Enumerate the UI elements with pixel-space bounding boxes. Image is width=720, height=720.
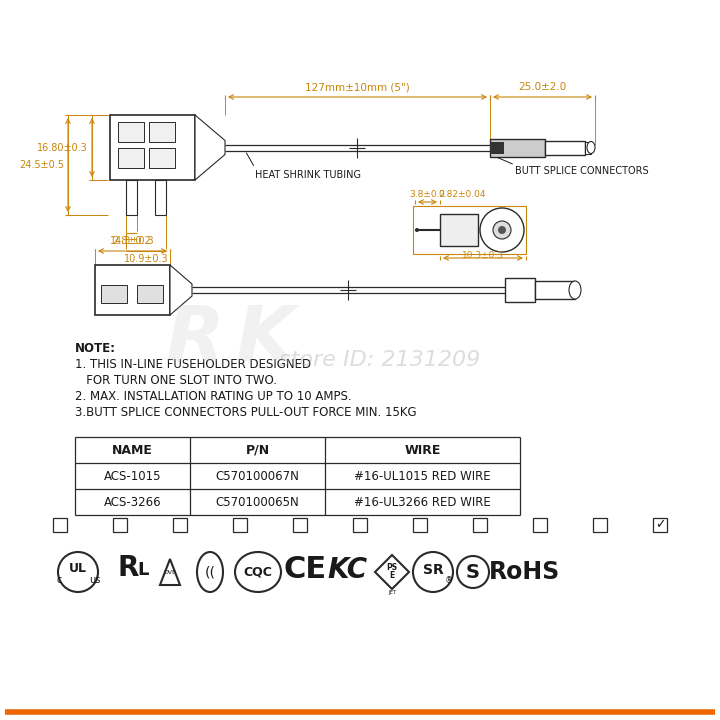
Bar bbox=[118, 122, 144, 142]
Bar bbox=[173, 518, 187, 532]
Text: 3.BUTT SPLICE CONNECTORS PULL-OUT FORCE MIN. 15KG: 3.BUTT SPLICE CONNECTORS PULL-OUT FORCE … bbox=[75, 406, 417, 419]
Text: NAME: NAME bbox=[112, 444, 153, 456]
Bar bbox=[545, 140, 585, 155]
Text: 10.9±0.3: 10.9±0.3 bbox=[124, 254, 168, 264]
Text: C570100065N: C570100065N bbox=[215, 495, 300, 508]
Text: FOR TURN ONE SLOT INTO TWO.: FOR TURN ONE SLOT INTO TWO. bbox=[75, 374, 277, 387]
Text: #16-UL3266 RED WIRE: #16-UL3266 RED WIRE bbox=[354, 495, 491, 508]
Bar bbox=[149, 122, 175, 142]
Bar bbox=[137, 285, 163, 303]
Bar bbox=[118, 148, 144, 168]
Bar bbox=[101, 285, 127, 303]
Text: #16-UL1015 RED WIRE: #16-UL1015 RED WIRE bbox=[354, 469, 491, 482]
Text: 24.5±0.5: 24.5±0.5 bbox=[19, 160, 64, 170]
Text: us: us bbox=[89, 575, 101, 585]
Text: C570100067N: C570100067N bbox=[215, 469, 300, 482]
Bar bbox=[413, 206, 526, 254]
Bar bbox=[490, 142, 504, 153]
Bar bbox=[653, 518, 667, 532]
Text: SR: SR bbox=[423, 563, 444, 577]
Text: CE: CE bbox=[284, 556, 327, 585]
Text: store ID: 2131209: store ID: 2131209 bbox=[279, 350, 481, 370]
Text: KC: KC bbox=[327, 556, 367, 584]
Text: K: K bbox=[235, 303, 294, 377]
Text: ACS-1015: ACS-1015 bbox=[104, 469, 161, 482]
Text: 2.8±0.2: 2.8±0.2 bbox=[112, 236, 151, 246]
Bar bbox=[155, 180, 166, 215]
Circle shape bbox=[413, 552, 453, 592]
Bar bbox=[113, 518, 127, 532]
Ellipse shape bbox=[569, 281, 581, 299]
Text: BUTT SPLICE CONNECTORS: BUTT SPLICE CONNECTORS bbox=[515, 166, 649, 176]
Bar bbox=[95, 265, 170, 315]
Text: JET: JET bbox=[388, 590, 396, 595]
Text: 16.80±0.3: 16.80±0.3 bbox=[37, 143, 88, 153]
Text: 2. MAX. INSTALLATION RATING UP TO 10 AMPS.: 2. MAX. INSTALLATION RATING UP TO 10 AMP… bbox=[75, 390, 351, 403]
Text: 10.3±0.3: 10.3±0.3 bbox=[462, 251, 504, 260]
Text: 1. THIS IN-LINE FUSEHOLDER DESIGNED: 1. THIS IN-LINE FUSEHOLDER DESIGNED bbox=[75, 358, 311, 371]
Polygon shape bbox=[160, 559, 180, 585]
Text: ®: ® bbox=[445, 577, 453, 585]
Circle shape bbox=[457, 556, 489, 588]
Circle shape bbox=[493, 221, 511, 239]
Text: P/N: P/N bbox=[246, 444, 269, 456]
Text: 25.0±2.0: 25.0±2.0 bbox=[518, 82, 567, 92]
Ellipse shape bbox=[587, 142, 595, 153]
Bar bbox=[53, 518, 67, 532]
Text: E: E bbox=[390, 572, 395, 580]
Bar bbox=[353, 518, 367, 532]
Bar bbox=[505, 278, 535, 302]
Text: ((: (( bbox=[204, 565, 215, 579]
Bar bbox=[440, 214, 478, 246]
Text: NOTE:: NOTE: bbox=[75, 342, 116, 355]
Text: ✓: ✓ bbox=[654, 518, 665, 531]
Polygon shape bbox=[170, 265, 192, 315]
Bar bbox=[533, 518, 547, 532]
Text: 3.8±0.2: 3.8±0.2 bbox=[410, 190, 446, 199]
Text: R: R bbox=[117, 554, 139, 582]
Circle shape bbox=[415, 228, 419, 232]
Ellipse shape bbox=[235, 552, 281, 592]
Text: R: R bbox=[166, 303, 225, 377]
Bar bbox=[413, 518, 427, 532]
Text: L: L bbox=[138, 561, 149, 579]
Ellipse shape bbox=[197, 552, 223, 592]
Bar bbox=[110, 115, 195, 180]
Bar bbox=[593, 518, 607, 532]
Text: 0.82±0.04: 0.82±0.04 bbox=[438, 190, 485, 199]
Text: 14.3±0.3: 14.3±0.3 bbox=[110, 236, 155, 246]
Bar bbox=[535, 281, 575, 299]
Bar bbox=[473, 518, 487, 532]
Text: PS: PS bbox=[387, 564, 397, 572]
Bar bbox=[293, 518, 307, 532]
Text: WIRE: WIRE bbox=[405, 444, 441, 456]
Bar bbox=[585, 142, 591, 153]
Bar bbox=[126, 180, 137, 215]
Circle shape bbox=[498, 226, 506, 234]
Text: c: c bbox=[56, 575, 62, 585]
Bar bbox=[149, 148, 175, 168]
Text: CQC: CQC bbox=[243, 565, 272, 578]
Text: HEAT SHRINK TUBING: HEAT SHRINK TUBING bbox=[255, 170, 361, 180]
Bar bbox=[490, 138, 545, 156]
Circle shape bbox=[58, 552, 98, 592]
Polygon shape bbox=[375, 555, 409, 589]
Text: DVE: DVE bbox=[163, 570, 176, 575]
Text: ACS-3266: ACS-3266 bbox=[104, 495, 161, 508]
Text: RoHS: RoHS bbox=[490, 560, 561, 584]
Text: S: S bbox=[466, 562, 480, 582]
Bar bbox=[233, 518, 247, 532]
Text: 127mm±10mm (5"): 127mm±10mm (5") bbox=[305, 82, 410, 92]
Polygon shape bbox=[195, 115, 225, 180]
Circle shape bbox=[480, 208, 524, 252]
Text: UL: UL bbox=[69, 562, 87, 575]
